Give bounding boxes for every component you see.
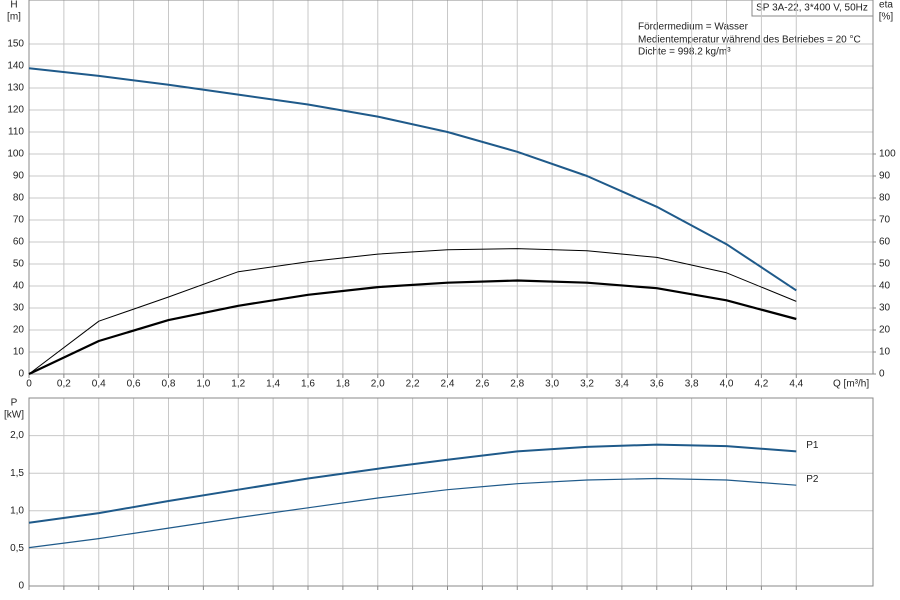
x-tick-label: 4,4 (789, 379, 803, 390)
y-tick-label: 130 (7, 83, 24, 94)
y-tick-label: 110 (8, 127, 24, 138)
y-tick-label: 120 (7, 105, 24, 116)
x-tick-label: 4,2 (754, 379, 768, 390)
y-axis-unit: [m] (7, 12, 21, 23)
y-tick-label: 0,5 (10, 543, 24, 554)
x-tick-label: 0 (26, 379, 32, 390)
x-tick-label: 2,8 (510, 379, 524, 390)
y-tick-label: 0 (18, 581, 24, 592)
x-tick-label: 0,2 (57, 379, 71, 390)
y-tick-label: 0 (18, 369, 24, 380)
plot-frame (28, 397, 874, 587)
series-label: P1 (806, 440, 819, 451)
y-axis-label: H (10, 0, 17, 11)
y-tick-label: 40 (13, 281, 25, 292)
y-tick-label: 140 (7, 61, 24, 72)
curve (28, 67, 797, 292)
x-tick-label: 1,8 (336, 379, 350, 390)
x-tick-label: 3,4 (615, 379, 629, 390)
x-tick-label: 1,0 (196, 379, 210, 390)
y-axis-unit: [kW] (4, 410, 24, 421)
y-tick-label: 1,0 (10, 505, 24, 516)
y-tick-label: 60 (13, 237, 25, 248)
y-tick-label: 20 (13, 325, 25, 336)
y2-axis-label: eta (879, 0, 893, 11)
annotation: Fördermedium = Wasser (638, 22, 749, 33)
curve (28, 279, 797, 375)
x-tick-label: 0,6 (127, 379, 141, 390)
y-axis-label: P (11, 398, 18, 409)
annotation: Dichte = 998.2 kg/m³ (638, 47, 731, 58)
x-tick-label: 1,6 (301, 379, 315, 390)
series-label: P2 (806, 474, 819, 485)
y2-tick-label: 30 (879, 303, 891, 314)
y-tick-label: 10 (13, 347, 25, 358)
x-tick-label: 2,0 (371, 379, 385, 390)
y-tick-label: 100 (7, 149, 24, 160)
y2-axis-unit: [%] (879, 12, 894, 23)
curve (28, 443, 797, 524)
y2-tick-label: 70 (879, 215, 891, 226)
y2-tick-label: 20 (879, 325, 891, 336)
y2-tick-label: 50 (879, 259, 891, 270)
y-tick-label: 2,0 (10, 430, 24, 441)
x-tick-label: 2,2 (406, 379, 420, 390)
annotation: Medientemperatur während des Betriebes =… (638, 35, 861, 46)
x-tick-label: 3,2 (580, 379, 594, 390)
x-tick-label: 0,4 (92, 379, 106, 390)
x-tick-label: 3,8 (685, 379, 699, 390)
curve (28, 477, 797, 549)
y2-tick-label: 40 (879, 281, 891, 292)
y-tick-label: 1,5 (10, 468, 24, 479)
x-tick-label: 3,6 (650, 379, 664, 390)
y2-tick-label: 80 (879, 193, 891, 204)
x-tick-label: 1,2 (231, 379, 245, 390)
y-tick-label: 50 (13, 259, 25, 270)
y2-tick-label: 60 (879, 237, 891, 248)
x-tick-label: 1,4 (266, 379, 280, 390)
x-tick-label: 4,0 (720, 379, 734, 390)
y-tick-label: 90 (13, 171, 25, 182)
y2-tick-label: 10 (879, 347, 891, 358)
x-tick-label: 2,6 (475, 379, 489, 390)
chart-title: SP 3A-22, 3*400 V, 50Hz (756, 3, 868, 14)
x-tick-label: 2,4 (441, 379, 455, 390)
plot-frame (28, 0, 874, 375)
x-tick-label: 0,8 (162, 379, 176, 390)
y2-tick-label: 90 (879, 171, 891, 182)
y2-tick-label: 0 (879, 369, 885, 380)
x-tick-label: 3,0 (545, 379, 559, 390)
x-axis-label: Q [m³/h] (833, 379, 869, 390)
y-tick-label: 150 (7, 39, 24, 50)
y2-tick-label: 100 (879, 149, 896, 160)
curve (28, 248, 797, 375)
y-tick-label: 80 (13, 193, 25, 204)
y-tick-label: 30 (13, 303, 25, 314)
y-tick-label: 70 (13, 215, 25, 226)
